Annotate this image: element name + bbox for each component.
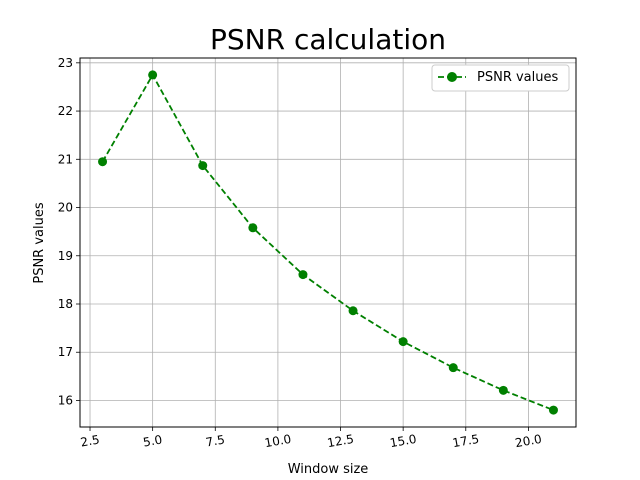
data-point xyxy=(148,70,158,80)
data-point xyxy=(548,405,558,415)
x-axis-label: Window size xyxy=(288,462,369,477)
x-tick-label: 12.5 xyxy=(326,432,355,450)
data-point xyxy=(348,306,358,316)
y-tick-label: 22 xyxy=(58,104,73,118)
grid xyxy=(80,58,576,427)
plot-frame xyxy=(79,57,577,428)
x-tick-label: 15.0 xyxy=(389,432,418,450)
legend-box xyxy=(431,64,570,92)
legend-marker xyxy=(447,72,457,82)
x-tick-label: 10.0 xyxy=(264,432,293,450)
data-point xyxy=(248,223,258,233)
plot-area xyxy=(80,58,576,427)
data-point xyxy=(198,161,208,171)
x-tick-label: 7.5 xyxy=(205,432,226,449)
legend: PSNR values xyxy=(431,64,570,92)
data-point xyxy=(98,157,108,167)
y-tick-label: 17 xyxy=(58,345,73,359)
series-layer xyxy=(98,70,558,415)
y-tick-label: 19 xyxy=(58,249,73,263)
y-axis-label: PSNR values xyxy=(32,202,47,283)
y-tick-label: 21 xyxy=(58,152,73,166)
legend-label: PSNR values xyxy=(477,70,558,85)
axes: 2.5 5.0 7.5 10.0 12.5 15.0 17.5 20.0 16 17 18 19 20 2… xyxy=(58,56,543,450)
x-tick-label: 5.0 xyxy=(142,432,163,449)
data-point xyxy=(298,270,308,280)
data-point xyxy=(498,385,508,395)
series-line xyxy=(101,73,554,411)
y-tick-label: 20 xyxy=(58,201,73,215)
x-tick-label: 17.5 xyxy=(451,432,480,450)
y-tick-label: 18 xyxy=(58,297,73,311)
y-tick-label: 16 xyxy=(58,393,73,407)
y-tick-label: 23 xyxy=(58,56,73,70)
x-tick-label: 20.0 xyxy=(514,432,543,450)
data-point xyxy=(398,337,408,347)
x-tick-label: 2.5 xyxy=(79,432,100,449)
data-point xyxy=(448,363,458,373)
chart-title: PSNR calculation xyxy=(210,23,446,56)
